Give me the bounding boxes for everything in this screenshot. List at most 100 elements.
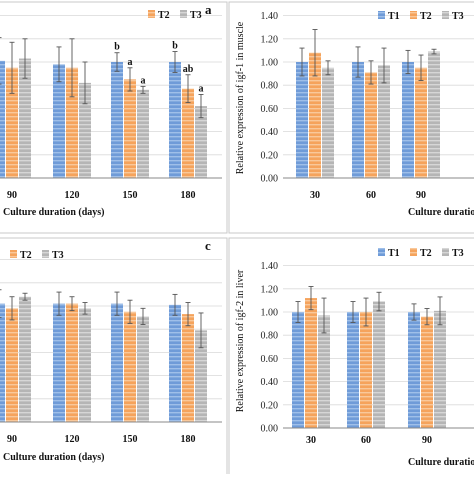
panel-bottom-right: 0.00 0.20 0.40 0.60 0.80 1.00 1.20 1.40 Relative…	[228, 237, 474, 479]
bar-t2-60	[365, 72, 377, 178]
x-tick-label: 180	[181, 434, 196, 445]
legend-label: T2	[420, 248, 432, 259]
panel-frame	[0, 237, 228, 479]
y-tick-label: 0.00	[261, 174, 279, 185]
y-tick-label: 0.80	[261, 81, 279, 92]
x-axis-title: Culture duration	[408, 207, 474, 218]
bar-t3-150	[137, 316, 149, 422]
y-tick-label: 0.60	[261, 354, 279, 365]
legend-swatch-t2	[410, 248, 417, 256]
bar-t2-30	[305, 298, 317, 428]
y-tick-label: 0.80	[261, 331, 279, 342]
x-tick-label: 60	[366, 190, 376, 201]
x-tick-label: 30	[310, 190, 320, 201]
bar-t3-150	[137, 89, 149, 178]
bar-t1-150	[111, 303, 123, 422]
legend-label: T2	[420, 11, 432, 22]
panel-frame	[228, 237, 474, 479]
bar-t3-90	[19, 296, 31, 422]
bar-t1-30	[292, 312, 304, 428]
y-axis-title: Relative expression of igf-2 in liver	[235, 269, 246, 412]
significance-letter: a	[128, 57, 133, 68]
y-tick-label: 0.20	[261, 150, 279, 161]
y-tick-label: 1.40	[261, 11, 279, 22]
y-tick-label: 1.40	[261, 261, 279, 272]
legend-swatch-t3	[180, 10, 187, 18]
x-tick-label: 90	[416, 190, 426, 201]
x-axis-title: Culture duration	[408, 457, 474, 468]
bar-t1-180	[169, 304, 181, 422]
bar-t1-30	[296, 62, 308, 178]
y-tick-label: 0.40	[261, 377, 279, 388]
x-tick-label: 120	[65, 190, 80, 201]
y-tick-label: 0.40	[261, 127, 279, 138]
legend: T2 T3	[10, 250, 64, 261]
legend-swatch-t3	[442, 11, 449, 19]
bar-t3-30	[318, 315, 330, 428]
bar-t2-120	[66, 67, 78, 178]
legend-swatch-t2	[10, 250, 17, 258]
bar-t3-180	[195, 330, 207, 422]
bar-t2-150	[124, 79, 136, 178]
bar-t3-180	[195, 106, 207, 178]
x-tick-label: 150	[123, 190, 138, 201]
legend-label: T3	[452, 248, 464, 259]
legend-label: T1	[388, 11, 400, 22]
x-tick-label: 90	[7, 190, 17, 201]
panel-top-right: 0.00 0.20 0.40 0.60 0.80 1.00 1.20 1.40 Relative…	[228, 1, 474, 234]
x-tick-label: 150	[123, 434, 138, 445]
bar-t2-60	[360, 312, 372, 428]
x-tick-label: 90	[422, 435, 432, 446]
bar-t1-90	[408, 312, 420, 428]
panel-bottom-left: 90 120 150 180 Culture duration (days) T2 T3 c	[0, 237, 228, 479]
bar-t1-180	[169, 62, 181, 178]
bar-t3-120	[79, 308, 91, 422]
bar-t3-90	[428, 51, 440, 179]
x-tick-label: 30	[306, 435, 316, 446]
bar-t2-180	[182, 88, 194, 178]
y-tick-label: 0.20	[261, 400, 279, 411]
y-tick-label: 1.20	[261, 284, 279, 295]
bar-t1-120	[53, 64, 65, 178]
bar-t3-30	[322, 67, 334, 178]
legend-swatch-t2	[148, 10, 155, 18]
bar-t1-60	[352, 62, 364, 178]
legend-label: T1	[388, 248, 400, 259]
y-tick-label: 1.20	[261, 34, 279, 45]
bar-t1-120	[53, 303, 65, 422]
y-axis-title: Relative expression of igf-1 in muscle	[235, 21, 246, 174]
legend: T2 T3	[148, 10, 202, 21]
bar-t3-60	[373, 301, 385, 428]
legend-label: T3	[52, 250, 64, 261]
x-tick-label: 90	[7, 434, 17, 445]
legend-swatch-t3	[442, 248, 449, 256]
bar-t3-90	[19, 58, 31, 178]
bar-t2-90	[6, 308, 18, 422]
bar-t2-90	[421, 316, 433, 428]
legend-swatch-t3	[42, 250, 49, 258]
panel-frame	[0, 1, 228, 234]
legend-swatch-t1	[378, 11, 385, 19]
bar-t2-90	[415, 67, 427, 178]
bar-t2-30	[309, 52, 321, 178]
y-tick-label: 1.00	[261, 58, 279, 69]
panel-frame	[228, 1, 474, 234]
x-axis-title: Culture duration (days)	[3, 452, 105, 463]
x-axis-title: Culture duration (days)	[3, 207, 105, 218]
bar-t3-120	[79, 82, 91, 178]
bar-t1-90	[0, 303, 5, 422]
bar-t1-150	[111, 62, 123, 178]
bar-t3-60	[378, 65, 390, 178]
bar-t1-90	[0, 60, 5, 179]
legend-label: T3	[452, 11, 464, 22]
panel-letter: a	[205, 2, 212, 17]
panel-letter: c	[205, 238, 211, 253]
x-tick-label: 120	[65, 434, 80, 445]
bar-t2-150	[124, 311, 136, 422]
y-tick-label: 1.00	[261, 308, 279, 319]
legend-label: T2	[158, 10, 170, 21]
x-tick-label: 60	[361, 435, 371, 446]
